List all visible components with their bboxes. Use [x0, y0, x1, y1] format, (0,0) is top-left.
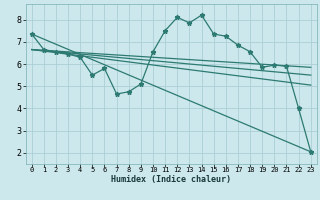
X-axis label: Humidex (Indice chaleur): Humidex (Indice chaleur): [111, 175, 231, 184]
